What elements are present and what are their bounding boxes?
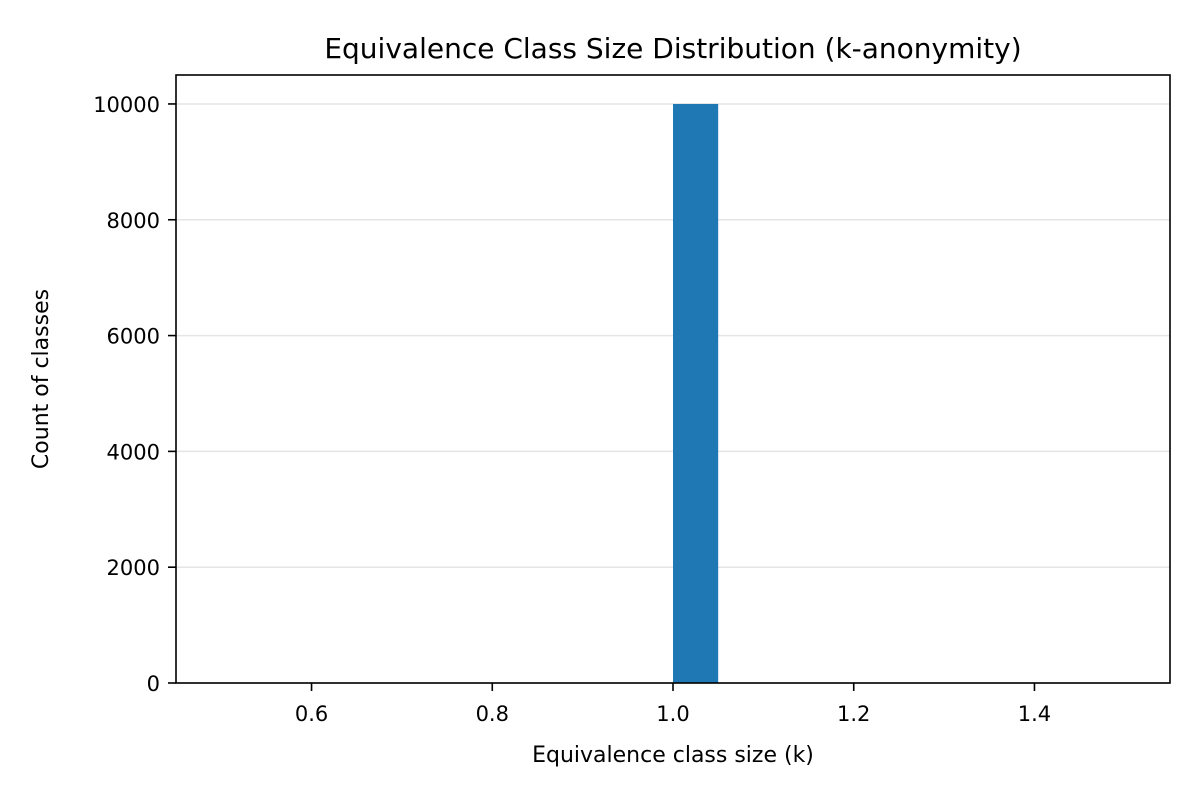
y-tick-label: 8000 [107,209,160,233]
y-axis-ticks: 0 2000 4000 6000 8000 10000 [93,93,176,696]
y-tick-label: 10000 [93,93,160,117]
histogram-bar [673,103,719,683]
x-tick-label: 1.4 [1018,702,1051,726]
y-axis-label: Count of classes [29,289,54,469]
y-tick-label: 2000 [107,556,160,580]
bars [673,103,719,683]
chart-title: Equivalence Class Size Distribution (k-a… [324,32,1021,65]
x-axis-ticks: 0.6 0.8 1.0 1.2 1.4 [295,683,1051,726]
x-tick-label: 1.2 [837,702,870,726]
y-tick-label: 4000 [107,440,160,464]
x-tick-label: 1.0 [656,702,689,726]
y-tick-label: 6000 [107,325,160,349]
x-axis-label: Equivalence class size (k) [532,743,814,768]
x-tick-label: 0.8 [476,702,509,726]
y-tick-label: 0 [147,672,160,696]
x-tick-label: 0.6 [295,702,328,726]
